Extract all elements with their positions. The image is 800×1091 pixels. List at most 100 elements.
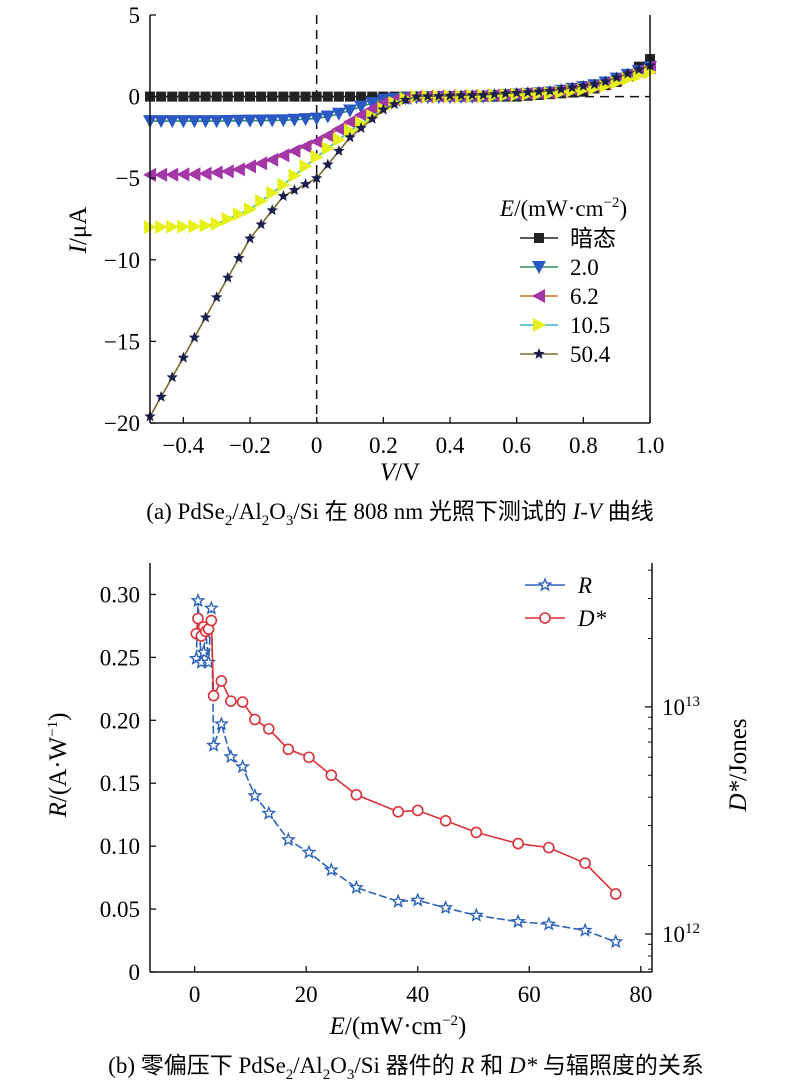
rd-left-tick-label: 0 [129, 960, 141, 985]
iv-data-point [256, 91, 267, 102]
rd-data-point [205, 614, 218, 627]
iv-data-point [455, 89, 467, 101]
iv-legend-marker [532, 261, 546, 274]
iv-data-point [188, 331, 201, 343]
rd-data-point [236, 696, 249, 708]
iv-data-point [622, 67, 634, 79]
iv-data-point [588, 78, 601, 90]
iv-data-point [277, 190, 290, 202]
iv-data-point [344, 123, 357, 138]
rd-chart-caption: (b) 零偏压下 PdSe2/Al2O3/Si 器件的 R 和 D* 与辐照度的… [108, 1053, 704, 1083]
iv-data-point [331, 121, 345, 136]
iv-legend-label: 50.4 [570, 342, 611, 367]
rd-data-point [261, 805, 277, 820]
iv-data-point [343, 104, 357, 118]
iv-data-point [209, 115, 224, 129]
rd-left-tick-label: 0.20 [100, 708, 140, 733]
iv-data-point [298, 139, 312, 154]
rd-legend-marker [537, 577, 553, 592]
iv-data-point [310, 172, 323, 184]
rd-data-point [325, 769, 338, 782]
iv-data-point [321, 141, 335, 156]
rd-data-point [608, 933, 624, 949]
iv-axes [149, 14, 651, 424]
rd-right-tick-label: 1012 [662, 921, 700, 947]
rd-data-point [512, 837, 524, 850]
iv-data-point [354, 107, 368, 122]
iv-data-point [255, 194, 269, 209]
rd-data-point [196, 644, 212, 659]
iv-chart-panel: −0.4 −0.2 0 0.2 0.4 0.6 0.8 1.0 5 0 −5 −10 −15 −20 V/… [65, 3, 664, 529]
iv-x-axis-label: V/V [380, 459, 420, 486]
iv-data-point [198, 115, 213, 129]
rd-data-point [203, 600, 219, 615]
iv-data-point [233, 91, 244, 102]
rd-x-tick-label: 40 [406, 982, 429, 1007]
iv-data-point [245, 91, 255, 102]
rd-data-point [225, 695, 237, 707]
iv-y-tick-label: 5 [129, 3, 141, 28]
iv-data-point [244, 202, 257, 217]
iv-data-point [332, 132, 346, 147]
rd-legend-label: D* [577, 606, 607, 631]
iv-data-point [433, 90, 445, 101]
rd-right-tick-exp: 12 [685, 921, 700, 937]
rd-x-tick-label: 20 [295, 982, 318, 1007]
rd-x-tick-label: 80 [629, 982, 652, 1007]
iv-data-point [198, 166, 212, 181]
iv-data-point [199, 311, 212, 323]
iv-data-point [309, 134, 323, 149]
rd-data-point [282, 743, 295, 756]
rd-left-tick-label: 0.25 [100, 645, 140, 670]
iv-data-point [388, 98, 401, 110]
iv-data-point [244, 232, 256, 244]
iv-y-axis-label: I/μA [65, 207, 92, 255]
iv-data-point [399, 93, 412, 105]
rd-x-tick-label: 60 [518, 982, 541, 1007]
rd-data-point [213, 716, 229, 731]
iv-data-point [278, 91, 289, 102]
rd-data-point [411, 804, 424, 817]
rd-data-point [207, 689, 220, 702]
responsivity-detectivity-chart-panel: 0 20 40 60 8000.050.100.150.200.250.30101210… [45, 563, 752, 1083]
iv-data-point [222, 91, 233, 102]
iv-data-point [356, 91, 367, 102]
iv-data-point [566, 81, 578, 93]
iv-data-point [288, 184, 301, 196]
iv-x-tick-label: −0.2 [229, 433, 271, 458]
iv-data-point [510, 86, 523, 98]
rd-data-point [280, 831, 296, 847]
iv-y-tick-label: −10 [104, 248, 140, 273]
iv-data-point [345, 91, 355, 102]
rd-data-point [348, 879, 364, 895]
rd-data-point [543, 841, 555, 854]
iv-data-point [188, 219, 202, 234]
iv-data-point [344, 131, 356, 143]
rd-legend-marker [539, 612, 551, 624]
iv-data-point [189, 91, 200, 102]
rd-data-point [247, 787, 263, 803]
iv-legend-marker [533, 348, 545, 359]
iv-data-point [333, 145, 345, 156]
iv-data-point [367, 91, 378, 102]
iv-data-point [167, 91, 178, 102]
iv-legend-marker [532, 289, 545, 303]
iv-data-point [366, 112, 378, 124]
iv-data-point [288, 168, 302, 183]
iv-data-point [266, 185, 280, 200]
iv-data-point [220, 164, 234, 179]
iv-data-point [365, 97, 380, 111]
iv-y-tick-label: −15 [104, 329, 140, 354]
iv-data-point [210, 291, 223, 303]
iv-data-point [522, 86, 534, 98]
iv-data-point [165, 115, 180, 129]
iv-data-point [488, 88, 501, 100]
iv-legend-label: 2.0 [570, 255, 599, 280]
iv-data-point [355, 122, 367, 134]
rd-data-point [579, 857, 591, 869]
iv-legend-title: E/(mW·cm−2) [499, 195, 627, 221]
rd-axes [149, 563, 653, 973]
rd-data-point [192, 612, 204, 625]
iv-data-point [322, 158, 334, 170]
iv-data-point [276, 114, 291, 128]
